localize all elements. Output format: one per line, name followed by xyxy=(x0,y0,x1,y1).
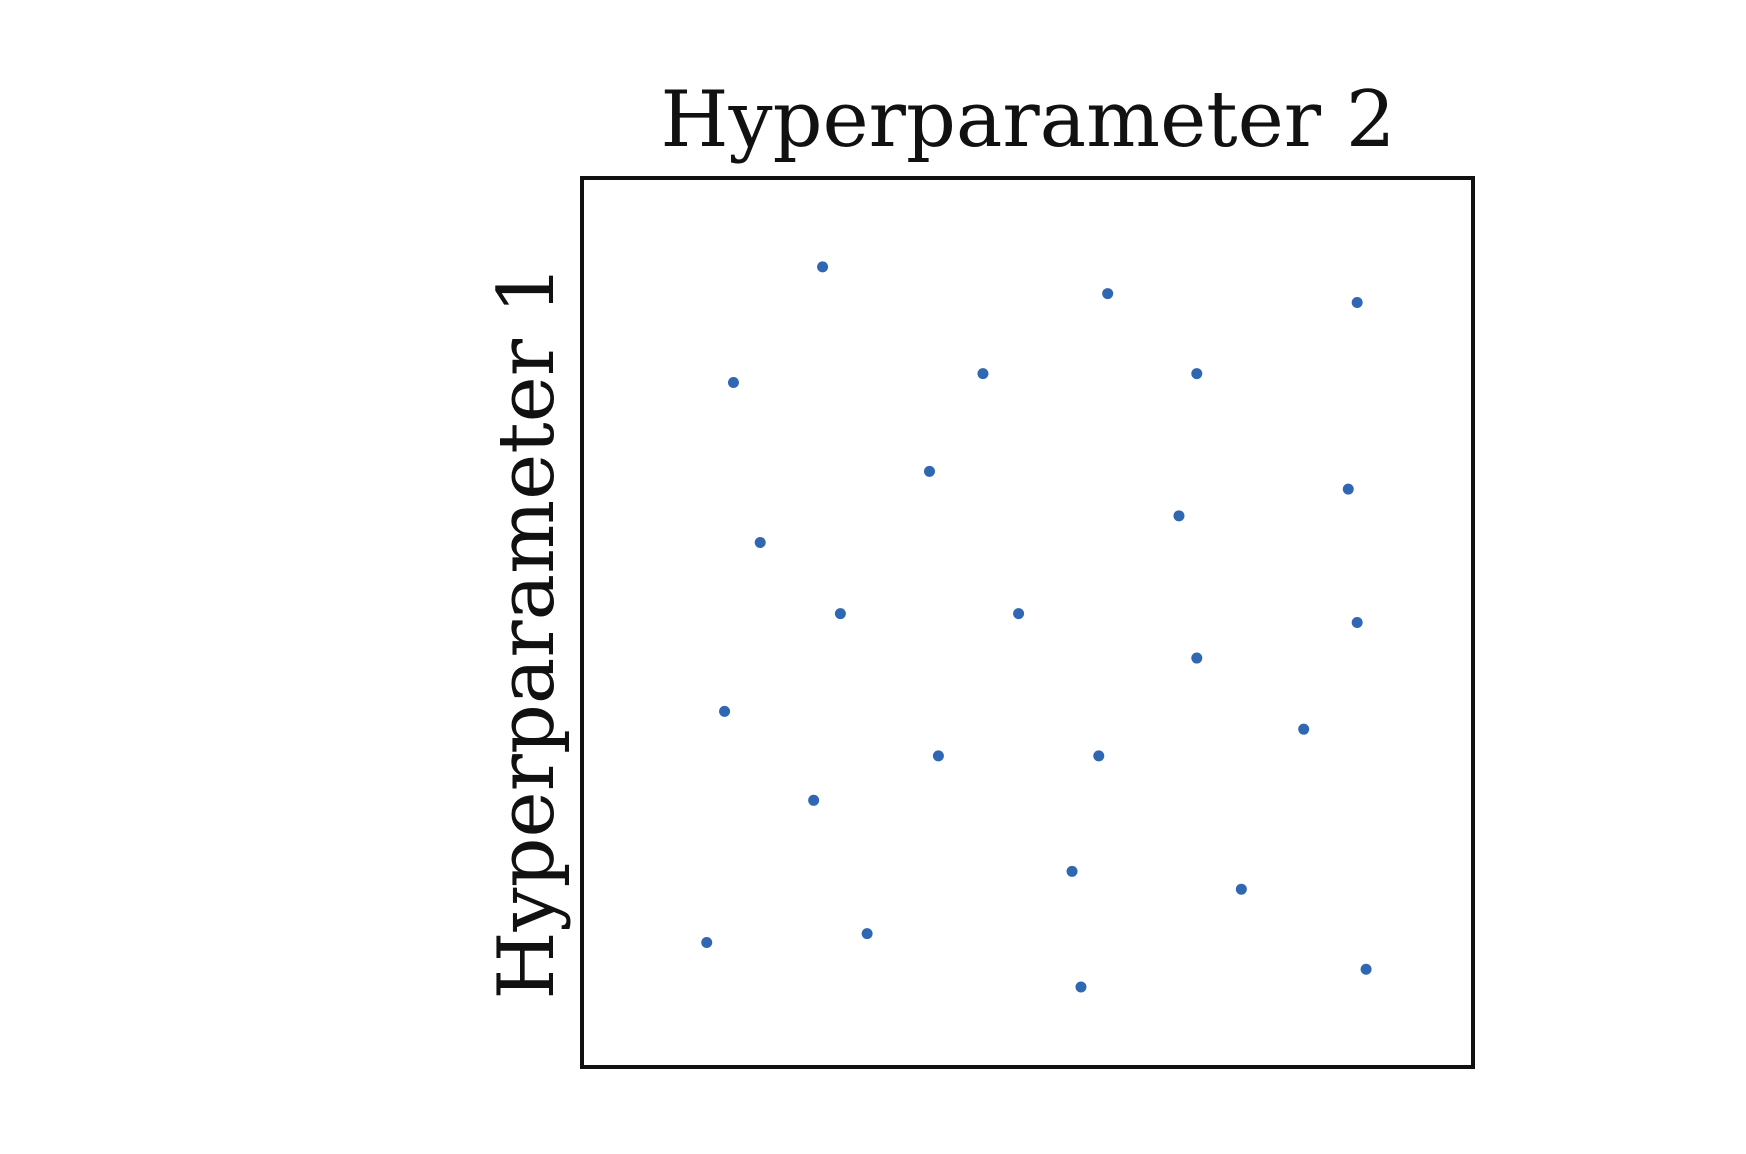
data-point xyxy=(1093,750,1105,762)
data-point xyxy=(817,261,829,273)
data-point xyxy=(861,928,873,940)
data-point xyxy=(1360,963,1372,975)
data-point xyxy=(932,750,944,762)
data-point xyxy=(1191,368,1203,380)
data-point xyxy=(834,608,846,620)
data-point xyxy=(1235,883,1247,895)
x-axis-label: Hyperparameter 2 xyxy=(660,75,1395,165)
data-point xyxy=(727,376,739,388)
data-point xyxy=(808,794,820,806)
data-point xyxy=(1351,296,1363,308)
y-axis-label: Hyperparameter 1 xyxy=(482,264,572,999)
data-point xyxy=(719,705,731,717)
data-point xyxy=(1351,617,1363,628)
data-point xyxy=(977,368,989,380)
data-point xyxy=(754,536,766,548)
data-point xyxy=(1173,510,1185,522)
data-point xyxy=(1066,865,1078,877)
data-point xyxy=(1075,981,1087,993)
data-point xyxy=(1298,723,1310,735)
plot-area-frame xyxy=(580,176,1475,1069)
data-point xyxy=(701,937,713,949)
data-points-group xyxy=(701,261,1372,993)
data-point xyxy=(1342,483,1354,495)
data-point xyxy=(1191,652,1203,664)
data-point xyxy=(1013,608,1025,620)
data-point xyxy=(1102,288,1114,300)
data-point xyxy=(923,465,935,477)
